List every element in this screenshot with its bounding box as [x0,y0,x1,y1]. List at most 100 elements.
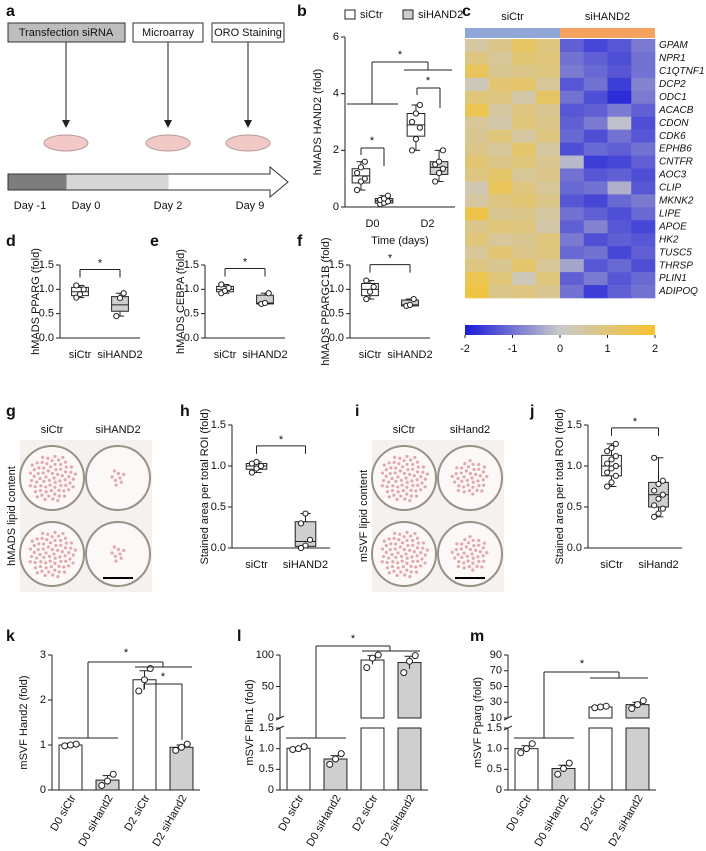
stain [478,474,482,478]
stain [387,556,391,560]
row-label: ACACB [658,105,694,116]
x-tick-label: D0 siCtr [48,793,78,834]
stain [411,543,415,547]
y-tick-label: 90 [490,649,502,661]
data-point [591,704,599,712]
stain [50,547,54,552]
stain [63,536,68,540]
stain [63,554,67,558]
stain [414,570,419,574]
data-point [651,513,658,520]
stain [480,565,484,569]
stain [462,551,466,555]
stain [67,488,71,492]
stain [485,475,489,479]
stain [44,485,48,489]
heatmap-cell [512,207,537,221]
x-tick-label: D0 [365,218,379,230]
stain [114,483,118,487]
x-tick-label: siCtr [214,349,237,361]
heatmap-cell [536,285,561,299]
stain [392,531,397,535]
stain [464,545,468,549]
data-point [560,765,567,773]
x-tick-label: siCtr [245,559,268,571]
stain [419,564,423,568]
heatmap-cell [488,233,513,247]
data-point [435,158,443,165]
row-label: ODC1 [659,92,687,103]
significance-label: * [124,647,129,659]
data-point [73,294,80,301]
data-point [651,454,658,461]
heatmap-cell [465,168,490,182]
heatmap-cell [631,168,656,182]
stain [57,488,61,492]
stain [409,494,413,498]
stain [62,570,67,574]
stain [380,547,385,551]
data-point [412,110,420,117]
stain [450,550,454,554]
stain [33,566,37,570]
stain [476,555,480,559]
stain [415,546,420,550]
stain [405,462,409,467]
data-point [597,703,604,711]
stain [421,465,426,469]
stain [420,557,424,561]
stain [28,560,32,564]
stain [462,566,466,570]
stain [399,478,404,482]
x-tick-label: D2 siHand2 [378,793,417,849]
timeline-phase [8,174,67,190]
y-tick-label: 1.0 [567,460,582,472]
stain [59,462,63,467]
stain [52,552,56,556]
stain [468,535,472,539]
data-point [353,169,361,177]
data-point [651,487,658,494]
stain [116,547,120,552]
y-axis-label: mSVF Hand2 (fold) [18,675,30,769]
stain [455,466,459,470]
heatmap-cell [560,129,585,143]
dish [225,134,271,152]
stain [471,538,475,543]
stain [462,490,466,494]
stain [394,555,398,559]
stain [110,475,114,479]
stain [118,552,122,556]
stain [399,554,404,558]
stain [409,488,413,492]
y-tick-label: 0.5 [211,501,226,513]
stain [67,551,71,555]
stain [33,485,37,489]
data-point [361,158,368,165]
heatmap-cell [560,155,585,169]
heatmap-cell [607,129,632,143]
stain [394,479,398,483]
panel-a: a Transfection siRNA Microarray ORO Stai… [6,3,289,212]
stain [398,469,402,473]
stain [40,493,44,497]
stain [37,466,41,470]
stain [405,485,409,489]
heatmap-cell [607,285,632,299]
stain [50,471,54,476]
stain [67,564,71,568]
stain [44,561,48,565]
stain [411,538,415,543]
stain [408,548,412,552]
significance-label: * [351,633,356,645]
stain [463,461,467,466]
heatmap-cell [488,220,513,234]
panel-letter: a [6,3,15,20]
stain [48,465,53,469]
stain [57,570,61,574]
stain [411,467,415,471]
stain [410,479,414,483]
heatmap-cell [488,116,513,130]
data-point [554,770,562,778]
data-point [435,169,443,177]
